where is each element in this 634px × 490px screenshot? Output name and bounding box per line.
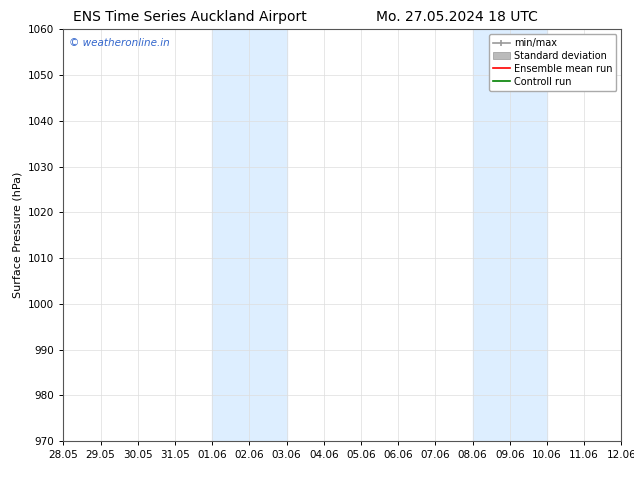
Legend: min/max, Standard deviation, Ensemble mean run, Controll run: min/max, Standard deviation, Ensemble me… [489,34,616,91]
Y-axis label: Surface Pressure (hPa): Surface Pressure (hPa) [13,172,23,298]
Text: Mo. 27.05.2024 18 UTC: Mo. 27.05.2024 18 UTC [375,10,538,24]
Text: © weatheronline.in: © weatheronline.in [69,38,170,48]
Text: ENS Time Series Auckland Airport: ENS Time Series Auckland Airport [74,10,307,24]
Bar [212,29,287,441]
Bar [472,29,547,441]
